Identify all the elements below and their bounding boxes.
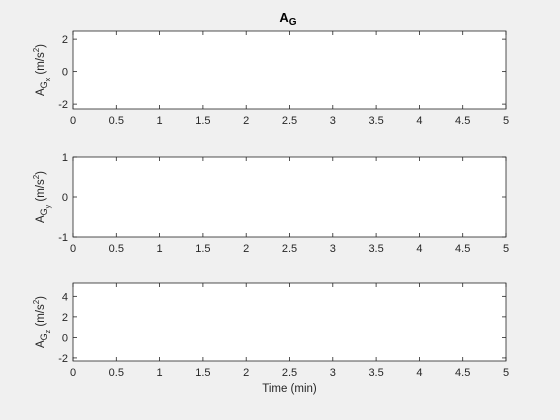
x-tick-label: 2 [243,115,249,127]
x-tick-label: 1.5 [195,367,210,379]
x-tick-label: 1 [157,115,163,127]
y-axis-label: AGx (m/s2) [32,44,52,96]
y-tick-label: 2 [62,34,68,46]
x-tick-label: 1.5 [195,243,210,255]
y-tick-label: 0 [62,192,68,204]
x-tick-label: 4.5 [455,115,470,127]
x-tick-label: 2 [243,367,249,379]
x-tick-label: 0 [70,243,76,255]
x-tick-label: 4 [416,243,422,255]
x-tick-label: 1 [157,243,163,255]
x-tick-label: 0.5 [109,367,124,379]
y-tick-label: -1 [58,232,68,244]
axes-frame [72,282,507,362]
x-tick-label: 1 [157,367,163,379]
y-tick-label: 1 [62,152,68,164]
x-tick-label: 2 [243,243,249,255]
x-tick-label: 3.5 [368,115,383,127]
x-tick-label: 5 [503,243,509,255]
x-tick-label: 5 [503,115,509,127]
x-tick-label: 3 [330,367,336,379]
x-tick-label: 3.5 [368,243,383,255]
title-sub: G [289,17,297,28]
x-tick-label: 1.5 [195,115,210,127]
x-tick-label: 0 [70,115,76,127]
x-tick-label: 3 [330,115,336,127]
axes-frame [72,156,507,238]
y-axis-label: AGz (m/s2) [32,296,52,348]
title-main: A [279,10,289,25]
y-tick-label: 0 [62,332,68,344]
x-tick-label: 5 [503,367,509,379]
x-axis-label: Time (min) [262,383,317,395]
y-tick-label: 0 [62,67,68,79]
y-tick-label: -2 [58,353,68,365]
y-axis-label: AGy (m/s2) [32,171,52,223]
x-tick-label: 4.5 [455,243,470,255]
y-tick-label: 2 [62,312,68,324]
x-tick-label: 2.5 [282,367,297,379]
x-tick-label: 2.5 [282,243,297,255]
x-tick-label: 4 [416,115,422,127]
x-tick-label: 0.5 [109,243,124,255]
axes-frame [72,30,507,110]
y-tick-label: 4 [62,291,68,303]
y-tick-label: -2 [58,99,68,111]
x-tick-label: 0 [70,367,76,379]
x-tick-label: 0.5 [109,115,124,127]
x-tick-label: 4 [416,367,422,379]
x-tick-label: 4.5 [455,367,470,379]
x-tick-label: 2.5 [282,115,297,127]
figure-title: AG [279,10,296,28]
x-tick-label: 3.5 [368,367,383,379]
x-tick-label: 3 [330,243,336,255]
